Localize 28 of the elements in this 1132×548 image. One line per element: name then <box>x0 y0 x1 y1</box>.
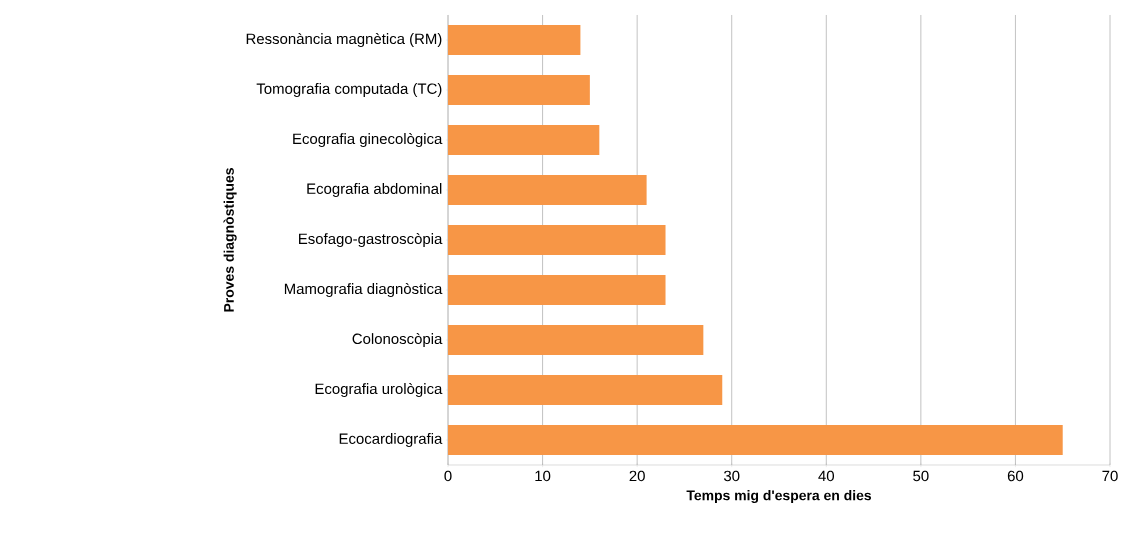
y-tick-label: Ecografia ginecològica <box>293 132 443 148</box>
x-tick-label: 10 <box>535 470 551 482</box>
bar <box>448 274 666 305</box>
bar <box>448 324 704 355</box>
y-tick-label: Ressonància magnètica (RM) <box>246 32 442 48</box>
x-tick-label: 20 <box>629 470 645 482</box>
y-tick-label: Mamografia diagnòstica <box>284 282 443 298</box>
x-tick-label: 0 <box>444 470 452 482</box>
x-tick-label: 60 <box>1007 470 1024 482</box>
x-tick-label: 40 <box>818 470 835 482</box>
bar <box>448 125 600 155</box>
x-tick-label: 30 <box>723 470 740 482</box>
y-axis-title: Proves diagnòstiques <box>223 168 237 312</box>
y-tick-label: Colonoscòpia <box>352 332 443 348</box>
bar <box>448 25 581 55</box>
y-tick-label: Ecografia abdominal <box>307 183 442 197</box>
y-tick-label: Ecocardiografia <box>339 433 443 447</box>
bar <box>448 75 590 105</box>
y-tick-label: Esofago-gastroscòpia <box>299 232 443 248</box>
bar <box>448 224 666 255</box>
y-tick-label: Tomografia computada (TC) <box>256 83 442 97</box>
bar <box>448 424 1063 455</box>
bar <box>448 374 723 405</box>
x-tick-label: 50 <box>913 470 929 482</box>
x-axis-title: Temps mig d'espera en dies <box>686 490 872 504</box>
x-tick-label: 70 <box>1102 470 1118 482</box>
y-tick-label: Ecografia urològica <box>315 382 443 398</box>
bar <box>448 175 647 205</box>
